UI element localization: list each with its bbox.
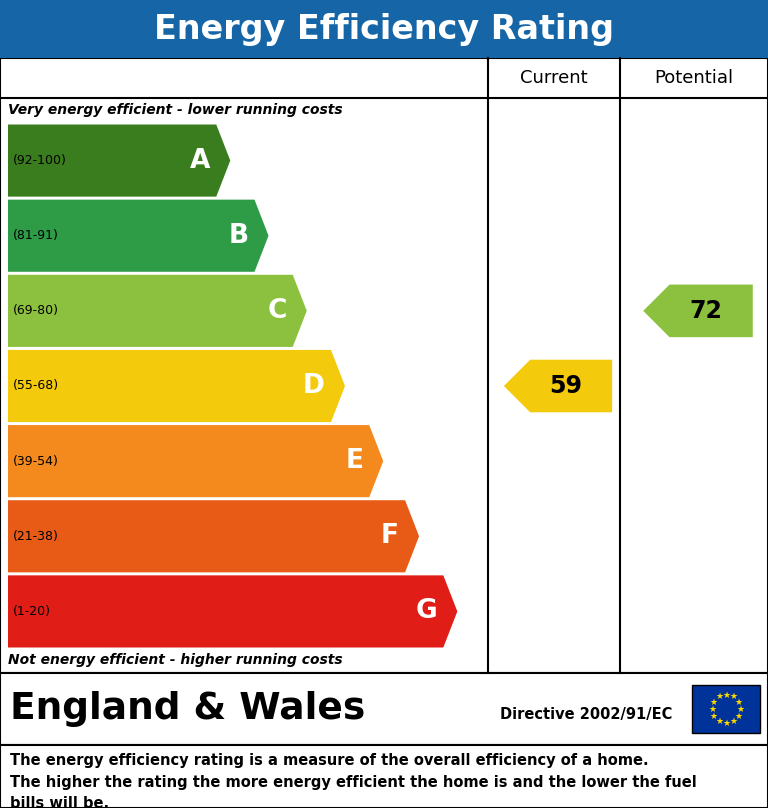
Bar [0, 673, 768, 745]
Text: ★: ★ [734, 712, 742, 721]
Text: (92-100): (92-100) [13, 154, 67, 167]
Polygon shape [8, 200, 269, 271]
Bar [0, 58, 768, 673]
Text: (55-68): (55-68) [13, 380, 59, 393]
Text: ★: ★ [708, 705, 716, 713]
Text: ★: ★ [715, 692, 723, 701]
Text: C: C [267, 298, 286, 324]
Text: ★: ★ [710, 712, 718, 721]
Text: A: A [190, 148, 210, 174]
Polygon shape [8, 275, 306, 347]
Text: Potential: Potential [654, 69, 733, 87]
Text: Current: Current [520, 69, 588, 87]
Text: Energy Efficiency Rating: Energy Efficiency Rating [154, 12, 614, 45]
Text: B: B [228, 223, 249, 249]
Text: (39-54): (39-54) [13, 455, 59, 468]
Text: ★: ★ [729, 692, 737, 701]
Text: F: F [381, 524, 399, 549]
Text: (69-80): (69-80) [13, 305, 59, 318]
Text: England & Wales: England & Wales [10, 691, 366, 727]
Polygon shape [8, 350, 345, 422]
Text: ★: ★ [722, 691, 730, 700]
Text: ★: ★ [715, 717, 723, 726]
Text: Directive 2002/91/EC: Directive 2002/91/EC [500, 707, 672, 722]
Text: E: E [346, 448, 363, 474]
Text: ★: ★ [710, 697, 718, 706]
Polygon shape [8, 575, 457, 647]
Text: Not energy efficient - higher running costs: Not energy efficient - higher running co… [8, 653, 343, 667]
Text: 59: 59 [549, 374, 582, 398]
Text: (1-20): (1-20) [13, 605, 51, 618]
Text: The energy efficiency rating is a measure of the overall efficiency of a home.
T: The energy efficiency rating is a measur… [10, 753, 697, 808]
Polygon shape [644, 284, 753, 337]
Text: ★: ★ [736, 705, 744, 713]
Text: ★: ★ [722, 718, 730, 727]
Polygon shape [8, 500, 419, 572]
Bar [692, 685, 760, 733]
Text: 72: 72 [690, 299, 723, 323]
Polygon shape [8, 425, 383, 497]
Text: G: G [415, 599, 437, 625]
Text: Very energy efficient - lower running costs: Very energy efficient - lower running co… [8, 103, 343, 117]
Text: (21-38): (21-38) [13, 530, 59, 543]
Polygon shape [8, 124, 230, 196]
Bar [0, 0, 768, 58]
Bar [0, 745, 768, 808]
Text: (81-91): (81-91) [13, 229, 59, 242]
Text: D: D [303, 373, 325, 399]
Polygon shape [504, 360, 612, 412]
Text: ★: ★ [734, 697, 742, 706]
Text: ★: ★ [729, 717, 737, 726]
